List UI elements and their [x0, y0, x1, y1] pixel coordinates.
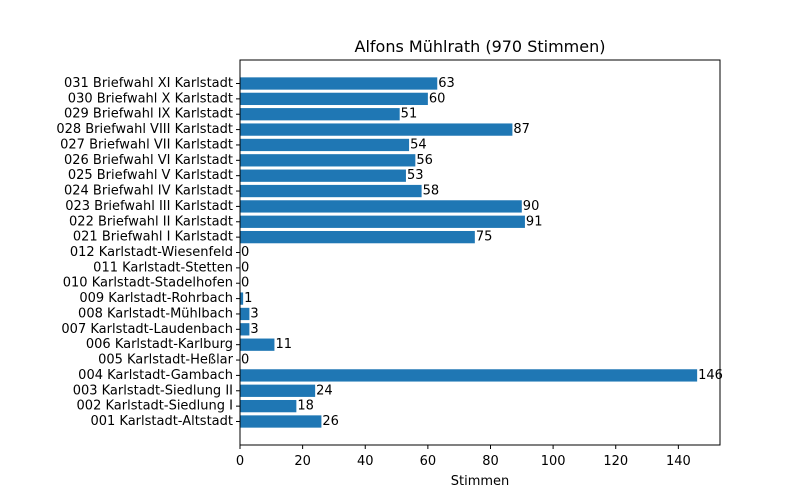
category-label: 027 Briefwahl VII Karlstadt	[60, 137, 233, 152]
bar-6	[240, 169, 406, 182]
bar-7	[240, 184, 422, 198]
data-label: 26	[322, 414, 339, 429]
data-label: 1	[244, 291, 252, 306]
chart-title: Alfons Mühlrath (970 Stimmen)	[355, 37, 606, 56]
data-label: 18	[297, 399, 314, 414]
data-label: 51	[401, 107, 418, 122]
data-label: 56	[416, 153, 433, 168]
data-label: 91	[526, 214, 543, 229]
x-tick-label: 100	[541, 454, 566, 469]
bar-8	[240, 200, 522, 213]
bar-5	[240, 154, 416, 167]
category-label: 001 Karlstadt-Altstadt	[90, 414, 233, 429]
category-label: 002 Karlstadt-Siedlung I	[77, 399, 233, 414]
data-label: 0	[241, 260, 249, 275]
data-label: 3	[250, 322, 258, 337]
category-label: 008 Karlstadt-Mühlbach	[78, 306, 233, 321]
category-label: 030 Briefwahl X Karlstadt	[68, 91, 233, 106]
category-label: 024 Briefwahl IV Karlstadt	[64, 184, 233, 199]
category-label: 021 Briefwahl I Karlstadt	[73, 230, 233, 245]
bar-10	[240, 230, 475, 244]
x-tick-label: 80	[482, 454, 499, 469]
plot-frame	[239, 59, 721, 446]
category-label: 025 Briefwahl V Karlstadt	[68, 168, 233, 183]
category-label: 003 Karlstadt-Siedlung II	[73, 383, 233, 398]
data-label: 0	[241, 353, 249, 368]
x-tick-label: 60	[420, 454, 437, 469]
category-label: 004 Karlstadt-Gambach	[78, 368, 233, 383]
bar-9	[240, 215, 525, 228]
bar-4	[240, 138, 410, 152]
x-axis-label: Stimmen	[451, 474, 510, 489]
bar-16	[240, 323, 250, 336]
data-label: 75	[476, 230, 493, 245]
data-label: 90	[523, 199, 540, 214]
category-label: 011 Karlstadt-Stetten	[93, 260, 233, 275]
data-label: 24	[316, 383, 333, 398]
data-label: 87	[513, 122, 530, 137]
data-label: 54	[410, 137, 427, 152]
bar-15	[240, 307, 250, 321]
category-label: 028 Briefwahl VIII Karlstadt	[56, 122, 233, 137]
x-tick-label: 40	[357, 454, 374, 469]
bar-17	[240, 338, 275, 351]
x-tick-label: 140	[666, 454, 691, 469]
x-tick-label: 120	[603, 454, 628, 469]
category-label: 012 Karlstadt-Wiesenfeld	[70, 245, 233, 260]
category-label: 022 Briefwahl II Karlstadt	[69, 214, 233, 229]
category-label: 005 Karlstadt-Heßlar	[98, 353, 234, 368]
x-axis-ticks: 0 20 40 60 80 100 120 140	[236, 445, 691, 469]
category-label: 023 Briefwahl III Karlstadt	[65, 199, 233, 214]
category-label: 029 Briefwahl IX Karlstadt	[64, 107, 233, 122]
data-label: 146	[698, 368, 723, 383]
data-label: 58	[423, 184, 440, 199]
bar-3	[240, 123, 513, 136]
bar-0	[240, 77, 438, 90]
x-tick-label: 0	[236, 454, 244, 469]
data-label: 3	[250, 306, 258, 321]
bars-group	[240, 77, 698, 428]
data-label: 11	[275, 337, 292, 352]
data-label: 0	[241, 245, 249, 260]
category-label: 009 Karlstadt-Rohrbach	[79, 291, 233, 306]
bar-21	[240, 399, 297, 413]
data-label: 63	[438, 76, 455, 91]
data-label: 60	[429, 91, 446, 106]
bar-2	[240, 108, 400, 121]
bar-1	[240, 92, 428, 106]
data-label: 0	[241, 276, 249, 291]
x-tick-label: 20	[294, 454, 311, 469]
bar-19	[240, 369, 698, 382]
category-label: 007 Karlstadt-Laudenbach	[61, 322, 233, 337]
category-label: 006 Karlstadt-Karlburg	[86, 337, 233, 352]
bar-14	[240, 292, 244, 305]
bar-22	[240, 415, 322, 428]
category-label: 026 Briefwahl VI Karlstadt	[64, 153, 233, 168]
data-label: 53	[407, 168, 424, 183]
category-label: 031 Briefwahl XI Karlstadt	[64, 76, 233, 91]
bar-20	[240, 384, 316, 397]
category-label: 010 Karlstadt-Stadelhofen	[63, 276, 233, 291]
